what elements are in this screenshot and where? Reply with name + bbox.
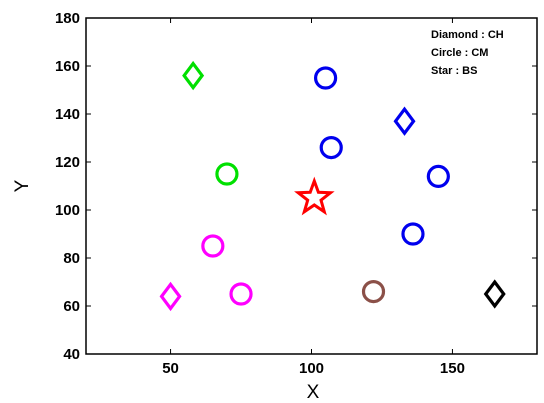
legend-entry: Circle : CM — [431, 47, 488, 59]
data-point-circle — [201, 234, 225, 258]
x-tick-label: 150 — [440, 360, 465, 377]
data-point-circle — [426, 164, 450, 188]
data-point-circle — [361, 280, 386, 304]
y-tick-label: 160 — [55, 58, 80, 75]
data-point-circle — [229, 282, 253, 306]
y-tick-label: 40 — [63, 346, 80, 363]
y-axis-label: Y — [12, 179, 33, 192]
legend: Diamond : CH Circle : CM Star : BS — [431, 29, 504, 77]
data-point-diamond — [483, 279, 506, 309]
x-tick-label: 50 — [162, 360, 179, 377]
legend-entry: Star : BS — [431, 65, 477, 77]
data-point-circle — [313, 66, 338, 90]
data-point-diamond — [159, 281, 182, 312]
x-tick-label: 100 — [299, 360, 324, 377]
y-axis: 40 60 80 100 120 140 160 180 — [55, 10, 537, 363]
data-point-star — [294, 176, 335, 216]
y-tick-label: 140 — [55, 106, 80, 123]
y-tick-label: 120 — [55, 154, 80, 171]
y-tick-label: 80 — [63, 250, 80, 267]
data-points — [159, 60, 506, 312]
y-tick-label: 100 — [55, 202, 80, 219]
data-point-diamond — [182, 60, 205, 91]
data-point-circle — [401, 222, 425, 246]
y-tick-label: 60 — [63, 298, 80, 315]
data-point-circle — [215, 162, 239, 186]
data-point-diamond — [393, 106, 416, 136]
x-axis-label: X — [307, 382, 320, 403]
x-axis: 50 100 150 — [162, 18, 465, 377]
data-point-circle — [319, 136, 343, 160]
y-tick-label: 180 — [55, 10, 80, 27]
legend-entry: Diamond : CH — [431, 29, 504, 41]
